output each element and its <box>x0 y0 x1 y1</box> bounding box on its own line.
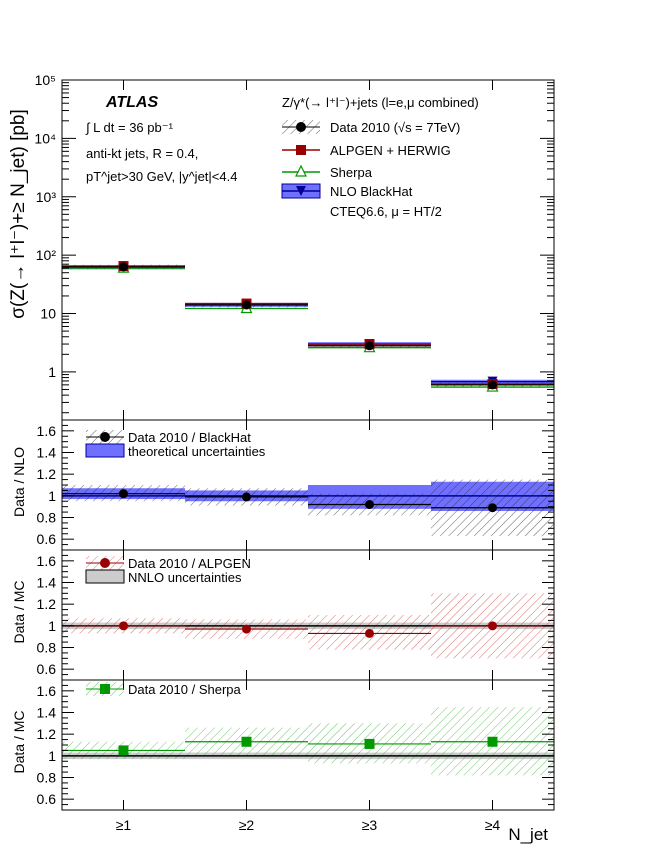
y-tick-label: 0.8 <box>37 770 57 786</box>
y-tick-label: 1 <box>48 364 56 380</box>
y-tick-label: 0.6 <box>37 791 57 807</box>
y-tick-label: 1.2 <box>37 596 57 612</box>
y-tick-label: 0.6 <box>37 661 57 677</box>
legend-ratio2-data-label: Data 2010 / ALPGEN <box>128 556 251 571</box>
legend-ratio2-band-label: NNLO uncertainties <box>128 570 242 585</box>
x-tick-label: ≥2 <box>239 817 255 833</box>
legend-alpgen: ALPGEN + HERWIG <box>282 143 451 158</box>
y-tick-label: 0.8 <box>37 510 57 526</box>
ratio-marker <box>118 745 129 756</box>
legend-ratio2-band: NNLO uncertainties <box>85 569 242 585</box>
legend-ratio1-data-label: Data 2010 / BlackHat <box>128 430 251 445</box>
legend-cteq-label: CTEQ6.6, μ = HT/2 <box>330 204 442 219</box>
legend-ratio2-data: Data 2010 / ALPGEN <box>86 556 251 571</box>
legend-data-label: Data 2010 (√s = 7TeV) <box>330 120 460 135</box>
y-tick-label: 1.2 <box>37 726 57 742</box>
y-tick-label: 0.6 <box>37 531 57 547</box>
ratio3-ylabel: Data / MC <box>11 710 27 773</box>
y-tick-label: 10³ <box>36 189 57 205</box>
ratio-marker <box>365 628 374 638</box>
ratio-marker <box>242 492 251 502</box>
y-tick-label: 1 <box>48 748 56 764</box>
y-tick-label: 10⁵ <box>35 72 56 88</box>
y-tick-label: 10 <box>40 306 56 322</box>
y-tick-label: 1.6 <box>37 423 57 439</box>
y-tick-label: 1 <box>48 488 56 504</box>
y-tick-label: 10⁴ <box>34 130 56 146</box>
jet-algorithm-label: anti-kt jets, R = 0.4, <box>86 146 198 161</box>
ratio-marker <box>487 736 498 747</box>
ratio1-ylabel: Data / NLO <box>11 447 27 517</box>
y-tick-label: 1.6 <box>37 683 57 699</box>
legend-data: Data 2010 (√s = 7TeV) <box>282 120 460 135</box>
y-tick-label: 1.4 <box>37 445 57 461</box>
x-tick-label: ≥1 <box>116 817 132 833</box>
y-tick-label: 1.2 <box>37 466 57 482</box>
legend-ratio1-band-label: theoretical uncertainties <box>128 444 266 459</box>
y-tick-label: 10² <box>36 247 57 263</box>
legend-alpgen-label: ALPGEN + HERWIG <box>330 143 451 158</box>
y-tick-label: 1.4 <box>37 575 57 591</box>
data-marker <box>488 380 497 390</box>
atlas-label: ATLAS <box>105 94 158 111</box>
legend-title: Z/γ*(→ l⁺l⁻)+jets (l=e,μ combined) <box>282 95 479 110</box>
main-ylabel: σ(Z(→ l⁺l⁻)+≥ N_jet) [pb] <box>8 109 29 319</box>
ratio-marker <box>488 503 497 513</box>
legend-blackhat-label: NLO BlackHat <box>330 184 413 199</box>
legend-blackhat: NLO BlackHat <box>281 183 413 199</box>
data-marker <box>242 300 251 310</box>
legend-ratio3-data: Data 2010 / Sherpa <box>86 682 242 697</box>
y-tick-label: 1.4 <box>37 705 57 721</box>
ratio-marker <box>364 738 375 749</box>
ratio-marker <box>488 621 497 631</box>
legend-ratio1-data: Data 2010 / BlackHat <box>86 430 251 445</box>
x-tick-label: ≥3 <box>362 817 378 833</box>
legend-sherpa-label: Sherpa <box>330 165 373 180</box>
legend-sherpa: Sherpa <box>282 164 373 180</box>
data-marker <box>365 341 374 351</box>
y-tick-label: 1 <box>48 618 56 634</box>
luminosity-label: ∫ L dt = 36 pb⁻¹ <box>85 120 174 135</box>
ratio2-ylabel: Data / MC <box>11 580 27 643</box>
ratio-marker <box>119 489 128 499</box>
jet-cuts-label: pT^jet>30 GeV, |y^jet|<4.4 <box>86 169 237 184</box>
ratio-marker <box>119 621 128 631</box>
ratio-marker <box>241 736 252 747</box>
y-tick-label: 1.6 <box>37 553 57 569</box>
y-tick-label: 0.8 <box>37 640 57 656</box>
data-marker <box>119 262 128 272</box>
x-tick-label: ≥4 <box>485 817 501 833</box>
ratio-marker <box>365 500 374 509</box>
legend-ratio1-band: theoretical uncertainties <box>85 443 266 459</box>
ratio-marker <box>242 624 251 634</box>
x-axis-label: N_jet <box>508 825 548 844</box>
legend-ratio3-data-label: Data 2010 / Sherpa <box>128 682 242 697</box>
